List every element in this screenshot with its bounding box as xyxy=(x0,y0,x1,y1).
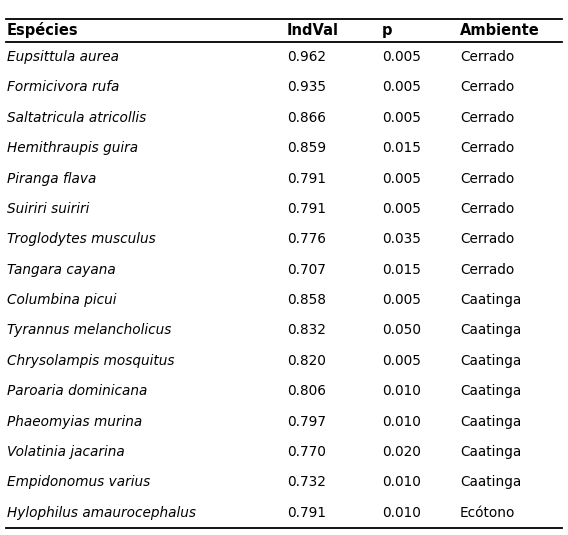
Text: IndVal: IndVal xyxy=(287,22,339,38)
Text: Paroaria dominicana: Paroaria dominicana xyxy=(7,384,147,398)
Text: Cerrado: Cerrado xyxy=(460,202,515,216)
Text: 0.770: 0.770 xyxy=(287,445,325,459)
Text: 0.832: 0.832 xyxy=(287,324,325,338)
Text: 0.015: 0.015 xyxy=(382,263,421,277)
Text: 0.858: 0.858 xyxy=(287,293,326,307)
Text: 0.776: 0.776 xyxy=(287,232,325,246)
Text: Cerrado: Cerrado xyxy=(460,80,515,94)
Text: Cerrado: Cerrado xyxy=(460,141,515,155)
Text: Columbina picui: Columbina picui xyxy=(7,293,116,307)
Text: Caatinga: Caatinga xyxy=(460,445,521,459)
Text: 0.010: 0.010 xyxy=(382,476,420,490)
Text: Caatinga: Caatinga xyxy=(460,415,521,429)
Text: 0.820: 0.820 xyxy=(287,354,325,368)
Text: Cerrado: Cerrado xyxy=(460,111,515,125)
Text: Caatinga: Caatinga xyxy=(460,354,521,368)
Text: Tangara cayana: Tangara cayana xyxy=(7,263,115,277)
Text: 0.005: 0.005 xyxy=(382,202,421,216)
Text: 0.707: 0.707 xyxy=(287,263,325,277)
Text: 0.962: 0.962 xyxy=(287,50,326,64)
Text: Cerrado: Cerrado xyxy=(460,263,515,277)
Text: 0.035: 0.035 xyxy=(382,232,421,246)
Text: Formicivora rufa: Formicivora rufa xyxy=(7,80,119,94)
Text: Cerrado: Cerrado xyxy=(460,172,515,186)
Text: Caatinga: Caatinga xyxy=(460,384,521,398)
Text: 0.005: 0.005 xyxy=(382,111,421,125)
Text: 0.010: 0.010 xyxy=(382,384,420,398)
Text: Caatinga: Caatinga xyxy=(460,476,521,490)
Text: 0.859: 0.859 xyxy=(287,141,326,155)
Text: Empidonomus varius: Empidonomus varius xyxy=(7,476,150,490)
Text: Cerrado: Cerrado xyxy=(460,50,515,64)
Text: Troglodytes musculus: Troglodytes musculus xyxy=(7,232,156,246)
Text: Chrysolampis mosquitus: Chrysolampis mosquitus xyxy=(7,354,174,368)
Text: Piranga flava: Piranga flava xyxy=(7,172,96,186)
Text: Espécies: Espécies xyxy=(7,22,78,38)
Text: 0.015: 0.015 xyxy=(382,141,421,155)
Text: 0.791: 0.791 xyxy=(287,506,326,520)
Text: Ambiente: Ambiente xyxy=(460,22,540,38)
Text: Volatinia jacarina: Volatinia jacarina xyxy=(7,445,124,459)
Text: 0.010: 0.010 xyxy=(382,506,420,520)
Text: Saltatricula atricollis: Saltatricula atricollis xyxy=(7,111,146,125)
Text: 0.806: 0.806 xyxy=(287,384,325,398)
Text: 0.005: 0.005 xyxy=(382,80,421,94)
Text: Cerrado: Cerrado xyxy=(460,232,515,246)
Text: p: p xyxy=(382,22,392,38)
Text: Caatinga: Caatinga xyxy=(460,324,521,338)
Text: 0.791: 0.791 xyxy=(287,202,326,216)
Text: 0.866: 0.866 xyxy=(287,111,325,125)
Text: 0.005: 0.005 xyxy=(382,172,421,186)
Text: 0.010: 0.010 xyxy=(382,415,420,429)
Text: Suiriri suiriri: Suiriri suiriri xyxy=(7,202,89,216)
Text: Hylophilus amaurocephalus: Hylophilus amaurocephalus xyxy=(7,506,196,520)
Text: Eupsittula aurea: Eupsittula aurea xyxy=(7,50,119,64)
Text: Caatinga: Caatinga xyxy=(460,293,521,307)
Text: Phaeomyias murina: Phaeomyias murina xyxy=(7,415,142,429)
Text: 0.791: 0.791 xyxy=(287,172,326,186)
Text: Tyrannus melancholicus: Tyrannus melancholicus xyxy=(7,324,171,338)
Text: 0.050: 0.050 xyxy=(382,324,421,338)
Text: 0.005: 0.005 xyxy=(382,293,421,307)
Text: Hemithraupis guira: Hemithraupis guira xyxy=(7,141,138,155)
Text: Ecótono: Ecótono xyxy=(460,506,515,520)
Text: 0.732: 0.732 xyxy=(287,476,325,490)
Text: 0.020: 0.020 xyxy=(382,445,420,459)
Text: 0.005: 0.005 xyxy=(382,50,421,64)
Text: 0.797: 0.797 xyxy=(287,415,326,429)
Text: 0.005: 0.005 xyxy=(382,354,421,368)
Text: 0.935: 0.935 xyxy=(287,80,326,94)
